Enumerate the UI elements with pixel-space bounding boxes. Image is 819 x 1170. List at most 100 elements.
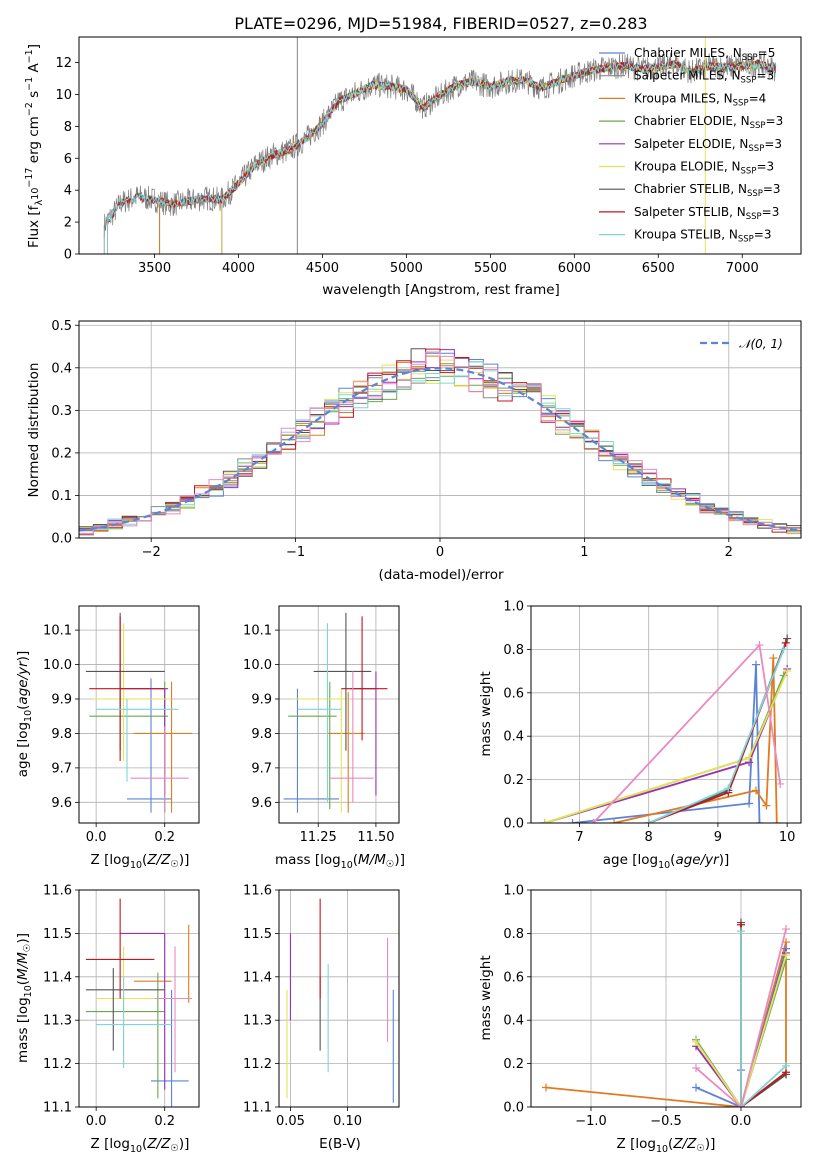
x-tick-label: 3500 <box>138 261 171 276</box>
y-tick-label: 9.8 <box>251 727 272 742</box>
model-spectrum <box>159 59 776 254</box>
weight-marker <box>769 654 778 663</box>
x-axis-label-part: 10 <box>130 1144 142 1155</box>
weight-marker <box>745 799 754 808</box>
y-tick-label: 0.3 <box>51 404 72 419</box>
residual-histogram-panel: −2 −1 0 1 2 0.0 0.1 0.2 0.3 0.4 0.5 𝒩(0, 1) (data-mo… <box>26 319 802 583</box>
axes-frame <box>278 605 400 824</box>
y-axis-label-part: Flux [f <box>26 204 42 248</box>
x-axis-label-part: 10 <box>656 1144 668 1155</box>
y-tick-label: 11.4 <box>243 970 272 985</box>
y-tick-label: 11.6 <box>243 884 272 899</box>
y-tick-label: 6 <box>64 152 72 167</box>
axes-frame <box>278 889 400 1108</box>
y-tick-label: 10.0 <box>43 658 72 673</box>
y-tick-label: 9.7 <box>251 761 272 776</box>
x-tick-label: 5500 <box>474 261 507 276</box>
y-tick-label: 10.0 <box>243 658 272 673</box>
weight-marker <box>724 784 733 793</box>
legend-count: =5 <box>758 46 776 60</box>
y-axis-label-part: ☉ <box>22 944 33 953</box>
weight-marker <box>610 819 619 823</box>
legend-subscript: SSP <box>741 76 757 86</box>
legend-label: Salpeter MILES, NSSP=3 <box>634 69 774 86</box>
x-axis-label: Z [log10(Z/Z☉)] <box>91 1136 190 1155</box>
x-axis-label-part: 10 <box>130 860 142 871</box>
weight-marker <box>540 819 549 823</box>
x-axis-label-part: age/yr <box>675 852 720 868</box>
y-tick-label: 9.9 <box>51 693 72 708</box>
x-axis-label: Z [log10(Z/Z☉)] <box>91 852 190 871</box>
y-tick-label: 0 <box>64 248 72 263</box>
plot-area <box>79 606 199 823</box>
x-axis-label-part: Z [log <box>91 852 130 868</box>
y-tick-label: 4 <box>64 184 72 199</box>
legend-label: Kroupa MILES, NSSP=4 <box>634 91 766 108</box>
x-tick-label: 4000 <box>222 261 255 276</box>
x-tick-label: 11.25 <box>300 830 337 845</box>
x-axis-label-part: Z/Z <box>672 1136 697 1152</box>
y-tick-label: 11.5 <box>243 927 272 942</box>
weight-marker <box>783 634 792 643</box>
y-tick-label: 8 <box>64 120 72 135</box>
legend-subscript: SSP <box>746 212 762 222</box>
x-axis-label-part: Z [log <box>617 1136 656 1152</box>
legend-count: =3 <box>762 205 780 219</box>
y-tick-label: 0.2 <box>51 446 72 461</box>
y-tick-label: 0.0 <box>51 532 72 547</box>
x-tick-label: 5000 <box>390 261 423 276</box>
y-axis-label-part: A <box>26 63 42 77</box>
x-tick-label: 7000 <box>726 261 759 276</box>
y-axis-label-part: M/M <box>15 952 31 980</box>
x-axis-label-part: ☉ <box>170 859 179 870</box>
x-axis-label: E(B-V) <box>319 1136 361 1152</box>
figure-title: PLATE=0296, MJD=51984, FIBERID=0527, z=0… <box>234 14 647 33</box>
x-tick-label: 6000 <box>558 261 591 276</box>
weight-marker <box>737 927 745 936</box>
y-tick-label: 10.1 <box>243 624 272 639</box>
weight-marker <box>692 1083 700 1092</box>
mass-vs-extinction-panel: 0.05 0.10 11.1 11.2 11.3 11.4 11.5 11.6 E(B-V) <box>243 884 400 1152</box>
y-axis-label-part: −2 <box>24 102 35 116</box>
x-axis-label-part: )] <box>719 852 730 868</box>
x-axis-label-part: age [log <box>603 852 658 868</box>
x-tick-label: 8 <box>645 830 653 845</box>
x-tick-label: −0.5 <box>650 1114 682 1129</box>
axes-frame <box>78 36 802 255</box>
y-axis-label-part: −1 <box>24 77 35 91</box>
plot-area <box>103 37 777 254</box>
legend-subscript: SSP <box>748 144 764 154</box>
axes-frame <box>530 605 802 824</box>
weight-line <box>695 928 787 1107</box>
legend-count: =3 <box>756 69 774 83</box>
y-tick-label: 11.2 <box>43 1057 72 1072</box>
x-axis-label-part: )] <box>705 1136 716 1152</box>
y-axis-label-part: s <box>26 91 42 102</box>
y-tick-label: 0.2 <box>503 1057 524 1072</box>
x-axis-label: mass [log10(M/M☉)] <box>275 852 405 871</box>
legend-label: Kroupa STELIB, NSSP=3 <box>634 228 772 245</box>
y-axis-label-part: λ <box>34 200 45 206</box>
y-tick-label: 11.1 <box>43 1101 72 1116</box>
y-tick-label: 0.0 <box>503 817 524 832</box>
y-axis-label-part: ] <box>26 44 42 49</box>
weight-marker <box>568 819 577 823</box>
plot-area <box>79 321 801 538</box>
y-axis-label-part: 10 <box>23 710 34 722</box>
weight-marker <box>542 1083 550 1092</box>
y-axis-label-part: )] <box>15 651 31 662</box>
x-axis-label-part: ☉ <box>170 1143 179 1154</box>
y-axis-label-part: age/yr <box>15 660 31 705</box>
x-axis-label-part: Z [log <box>91 1136 130 1152</box>
y-tick-label: 2 <box>64 216 72 231</box>
y-tick-label: 0.8 <box>503 927 524 942</box>
mass-vs-metallicity-panel: 0.0 0.211.111.211.311.411.511.6Z [log10(Z… <box>15 884 200 1155</box>
y-tick-label: 0.6 <box>503 686 524 701</box>
x-tick-label: 0.05 <box>276 1114 305 1129</box>
legend-label: 𝒩(0, 1) <box>739 337 783 351</box>
histogram-steps <box>79 348 801 534</box>
age-vs-mass-panel: 11.25 11.50 9.6 9.7 9.8 9.9 10.0 10.1 mass [log1… <box>243 605 405 871</box>
y-axis-label-part: 10 <box>23 985 34 997</box>
weight-marker <box>692 1037 700 1046</box>
